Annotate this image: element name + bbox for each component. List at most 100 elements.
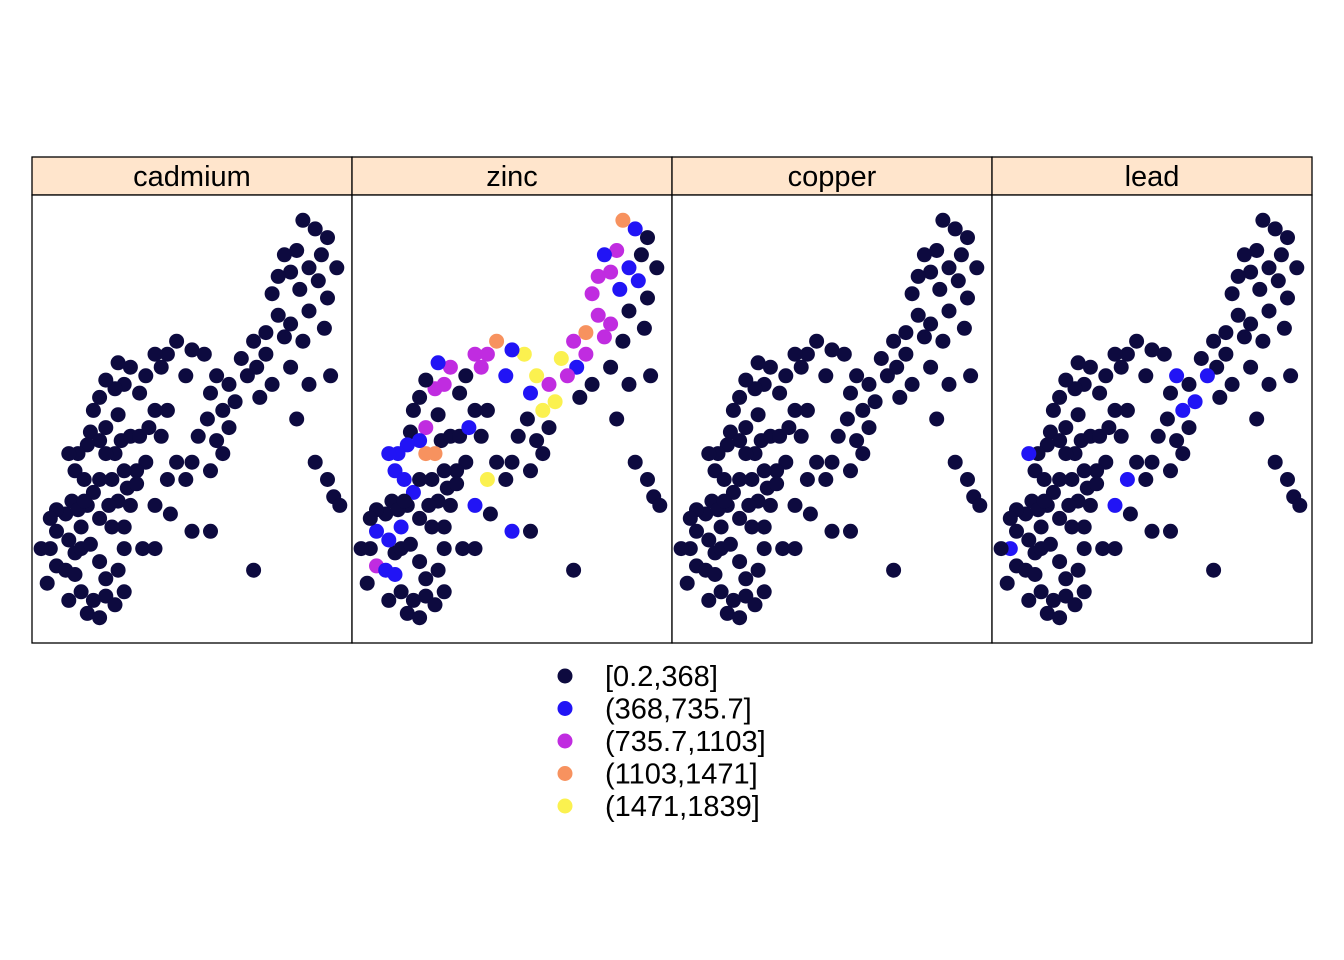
point-zinc-27 <box>559 368 575 384</box>
point-copper-99 <box>725 592 741 608</box>
point-lead-98 <box>1107 541 1123 557</box>
point-copper-80 <box>744 519 760 535</box>
point-zinc-100 <box>399 605 415 621</box>
point-cadmium-22 <box>258 346 274 362</box>
point-lead-134 <box>1292 497 1308 513</box>
point-copper-18 <box>910 307 926 323</box>
point-zinc-13 <box>584 286 600 302</box>
point-zinc-20 <box>578 325 594 341</box>
point-cadmium-129 <box>246 562 262 578</box>
point-lead-129 <box>1206 562 1222 578</box>
point-cadmium-104 <box>92 610 108 626</box>
point-cadmium-25 <box>264 376 280 392</box>
point-cadmium-98 <box>147 541 163 557</box>
point-copper-36 <box>818 368 834 384</box>
point-lead-102 <box>1067 597 1083 613</box>
point-lead-45 <box>1070 355 1086 371</box>
point-copper-14 <box>941 303 957 319</box>
point-cadmium-123 <box>184 454 200 470</box>
point-zinc-57 <box>467 402 483 418</box>
point-lead-100 <box>1039 605 1055 621</box>
point-lead-61 <box>1089 463 1105 479</box>
legend-item-4: (1471,1839] <box>557 791 760 823</box>
point-lead-14 <box>1261 303 1277 319</box>
point-copper-61 <box>769 463 785 479</box>
point-cadmium-90 <box>67 567 83 582</box>
point-cadmium-79 <box>116 519 132 535</box>
point-copper-10 <box>932 281 948 297</box>
legend-label: (1103,1471] <box>605 759 758 791</box>
point-zinc-72 <box>396 472 412 487</box>
point-cadmium-43 <box>122 359 138 375</box>
point-lead-17 <box>1243 316 1259 332</box>
point-lead-127 <box>1144 523 1160 539</box>
point-copper-29 <box>861 376 877 392</box>
point-lead-34 <box>1156 346 1172 362</box>
point-lead-121 <box>1175 446 1191 462</box>
point-lead-70 <box>1021 446 1037 462</box>
point-copper-42 <box>772 385 788 401</box>
point-zinc-56 <box>461 420 477 436</box>
point-zinc-90 <box>387 567 403 582</box>
point-copper-20 <box>898 325 914 341</box>
point-copper-129 <box>886 562 902 578</box>
point-lead-78 <box>1082 497 1098 513</box>
point-copper-81 <box>732 510 748 526</box>
point-zinc-124 <box>489 454 505 470</box>
point-cadmium-29 <box>221 376 237 392</box>
point-cadmium-40 <box>147 346 163 362</box>
point-copper-117 <box>830 428 846 444</box>
point-copper-45 <box>750 355 766 371</box>
point-copper-47 <box>738 372 754 388</box>
legend-label: [0.2,368] <box>605 661 718 693</box>
point-cadmium-105 <box>73 584 89 600</box>
point-cadmium-119 <box>209 433 225 449</box>
point-copper-11 <box>916 247 932 263</box>
legend-item-0: [0.2,368] <box>557 661 718 693</box>
point-copper-127 <box>824 523 840 539</box>
point-zinc-119 <box>529 433 545 449</box>
point-zinc-36 <box>498 368 514 384</box>
point-cadmium-15 <box>316 320 332 336</box>
point-cadmium-130 <box>289 411 305 427</box>
point-zinc-125 <box>479 472 495 487</box>
panel-cadmium: cadmium <box>31 156 353 644</box>
strip-copper <box>671 156 993 196</box>
point-lead-64 <box>1061 497 1077 513</box>
point-zinc-70 <box>381 446 397 462</box>
point-cadmium-52 <box>110 407 126 423</box>
point-zinc-117 <box>510 428 526 444</box>
point-zinc-35 <box>504 342 520 358</box>
point-copper-8 <box>960 290 975 306</box>
point-copper-96 <box>756 541 772 557</box>
point-cadmium-30 <box>227 394 243 410</box>
point-lead-105 <box>1033 584 1049 600</box>
point-cadmium-127 <box>184 523 200 539</box>
point-lead-28 <box>1193 351 1209 366</box>
point-lead-56 <box>1101 420 1117 436</box>
point-zinc-7 <box>630 273 646 289</box>
point-cadmium-92 <box>82 536 98 552</box>
point-copper-0 <box>935 212 951 228</box>
point-cadmium-124 <box>169 454 185 470</box>
point-zinc-86 <box>369 523 384 539</box>
point-cadmium-24 <box>283 359 299 375</box>
point-zinc-21 <box>566 333 582 349</box>
point-copper-128 <box>843 523 858 539</box>
point-cadmium-135 <box>301 376 317 392</box>
point-zinc-30 <box>547 394 563 410</box>
point-copper-126 <box>787 497 803 513</box>
point-zinc-24 <box>603 359 619 375</box>
point-cadmium-51 <box>98 420 114 436</box>
point-copper-40 <box>787 346 803 362</box>
point-cadmium-21 <box>246 333 262 349</box>
point-copper-103 <box>756 584 772 600</box>
point-cadmium-28 <box>233 351 249 366</box>
point-lead-21 <box>1206 333 1222 349</box>
point-lead-5 <box>1249 243 1265 258</box>
point-copper-59 <box>793 428 809 444</box>
point-lead-43 <box>1082 359 1098 375</box>
point-copper-131 <box>947 454 963 470</box>
point-cadmium-86 <box>49 523 64 539</box>
point-copper-118 <box>839 411 855 427</box>
